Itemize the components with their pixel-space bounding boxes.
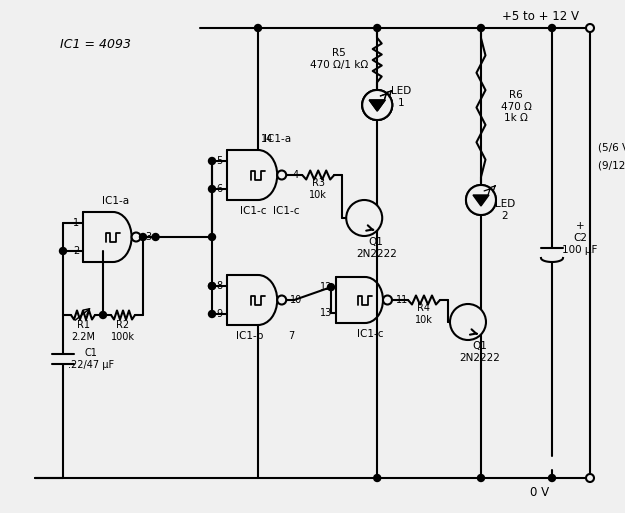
Text: R3
10k: R3 10k (309, 178, 327, 200)
Text: LED
1: LED 1 (391, 86, 411, 108)
Circle shape (586, 474, 594, 482)
Circle shape (549, 25, 556, 31)
Circle shape (362, 90, 392, 120)
Text: 2: 2 (73, 246, 79, 256)
Circle shape (549, 475, 556, 482)
Text: R2
100k: R2 100k (111, 320, 135, 342)
Text: IC1-c: IC1-c (273, 206, 299, 216)
Text: IC1 = 4093: IC1 = 4093 (59, 38, 131, 51)
Circle shape (209, 310, 216, 318)
Text: (9/12 V): (9/12 V) (598, 161, 625, 171)
Circle shape (99, 311, 106, 319)
Circle shape (383, 295, 392, 305)
Circle shape (346, 200, 382, 236)
Text: (5/6 V): (5/6 V) (598, 143, 625, 153)
Polygon shape (473, 195, 489, 206)
Text: C1
.22/47 μF: C1 .22/47 μF (68, 348, 114, 370)
Text: 3: 3 (146, 232, 152, 242)
Text: IC1-c: IC1-c (357, 329, 383, 339)
Circle shape (478, 25, 484, 31)
Text: 12: 12 (320, 282, 332, 292)
Text: R5
470 Ω/1 kΩ: R5 470 Ω/1 kΩ (310, 48, 368, 70)
Text: 1: 1 (73, 218, 79, 228)
Text: 14: 14 (261, 134, 273, 144)
Text: 7: 7 (288, 331, 294, 341)
Circle shape (362, 90, 392, 120)
Circle shape (152, 233, 159, 241)
Circle shape (139, 233, 146, 241)
Text: 9: 9 (216, 309, 222, 319)
Circle shape (278, 170, 286, 180)
Text: 13: 13 (320, 308, 332, 318)
Circle shape (209, 283, 216, 289)
Text: Q1
2N2222: Q1 2N2222 (459, 341, 501, 363)
Text: R1
2.2M: R1 2.2M (71, 320, 95, 342)
Polygon shape (369, 100, 385, 111)
Circle shape (362, 90, 392, 120)
Text: 5: 5 (216, 156, 222, 166)
Circle shape (254, 25, 261, 31)
Circle shape (450, 304, 486, 340)
Circle shape (328, 284, 334, 291)
Text: R6
470 Ω
1k Ω: R6 470 Ω 1k Ω (501, 90, 531, 123)
Text: LED
2: LED 2 (495, 199, 515, 221)
Text: 6: 6 (216, 184, 222, 194)
Circle shape (374, 25, 381, 31)
Circle shape (278, 295, 286, 305)
Circle shape (466, 185, 496, 215)
Text: +5 to + 12 V: +5 to + 12 V (501, 10, 579, 23)
Text: 8: 8 (216, 281, 222, 291)
Text: 10: 10 (290, 295, 302, 305)
Circle shape (586, 24, 594, 32)
Text: R4
10k: R4 10k (415, 303, 433, 325)
Circle shape (478, 475, 484, 482)
Polygon shape (369, 100, 385, 111)
Text: 4: 4 (292, 170, 298, 180)
Text: IC1-a: IC1-a (102, 196, 129, 206)
Circle shape (466, 185, 496, 215)
Circle shape (209, 233, 216, 241)
Circle shape (209, 186, 216, 192)
Circle shape (209, 157, 216, 165)
Text: 0 V: 0 V (531, 485, 549, 499)
Circle shape (59, 247, 66, 254)
Circle shape (374, 475, 381, 482)
Text: +
C2
100 μF: + C2 100 μF (562, 222, 598, 254)
Text: Q1
2N2222: Q1 2N2222 (356, 237, 397, 259)
Circle shape (209, 283, 216, 289)
Text: 11: 11 (396, 295, 408, 305)
Text: IC1-a: IC1-a (264, 134, 291, 144)
Text: IC1-c: IC1-c (240, 206, 266, 216)
Text: IC1-b: IC1-b (236, 331, 264, 341)
Circle shape (132, 232, 141, 242)
